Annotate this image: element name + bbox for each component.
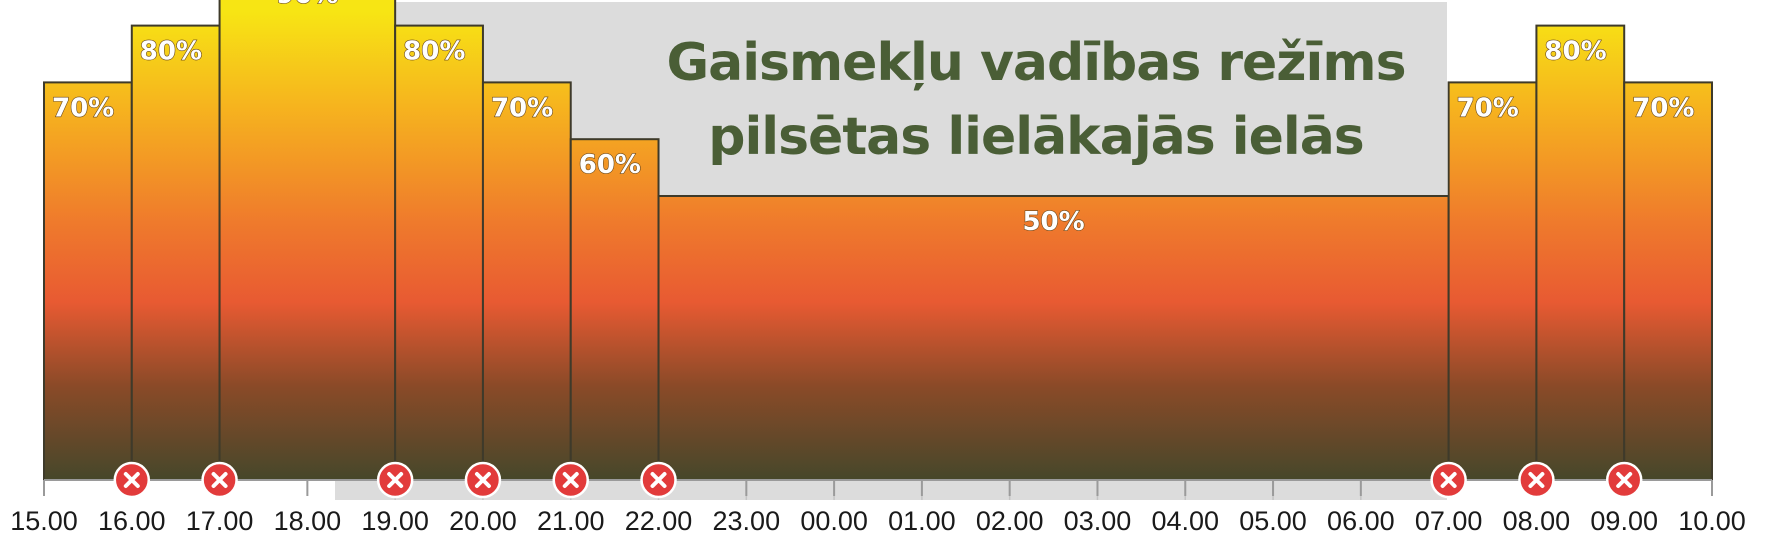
x-tick-label: 16.00 <box>98 506 166 536</box>
bar-value-label: 70% <box>1632 93 1694 123</box>
close-circle-icon <box>113 461 151 499</box>
close-circle-icon <box>640 461 677 499</box>
x-tick-label: 18.00 <box>274 506 342 536</box>
x-tick-label: 22.00 <box>625 506 693 536</box>
close-circle-icon <box>376 461 414 499</box>
bar-5 <box>481 81 572 482</box>
x-tick-label: 07.00 <box>1415 506 1483 536</box>
bar-value-label: 70% <box>491 93 553 123</box>
bar-1 <box>43 81 133 482</box>
x-tick-label: 04.00 <box>1151 506 1219 536</box>
x-tick-label: 06.00 <box>1327 506 1395 536</box>
x-tick-label: 09.00 <box>1590 506 1658 536</box>
x-tick-label: 19.00 <box>361 506 429 536</box>
x-tick-label: 23.00 <box>713 506 781 536</box>
close-circle-icon <box>1605 461 1643 499</box>
bar-6 <box>569 138 660 481</box>
x-tick-label: 21.00 <box>537 506 605 536</box>
bar-value-label: 80% <box>140 37 202 67</box>
bar-2 <box>130 24 221 481</box>
x-tick-label: 01.00 <box>888 506 956 536</box>
x-tick-label: 10.00 <box>1678 506 1746 536</box>
x-tick-label: 00.00 <box>800 506 868 536</box>
switch-markers-group <box>113 461 1643 499</box>
x-tick-label: 17.00 <box>186 506 254 536</box>
x-tick-label: 08.00 <box>1503 506 1571 536</box>
bar-value-label: 50% <box>1022 207 1084 237</box>
bar-value-label: 70% <box>1457 93 1519 123</box>
close-circle-icon <box>464 461 502 499</box>
chart-title-line-1: Gaismekļu vadības režīms <box>666 33 1405 93</box>
x-tick-label: 20.00 <box>449 506 517 536</box>
bar-value-label: 70% <box>52 93 114 123</box>
bar-9 <box>1535 24 1626 481</box>
x-tick-label: 03.00 <box>1064 506 1132 536</box>
bar-value-label: 80% <box>403 37 465 67</box>
x-tick-label: 02.00 <box>976 506 1044 536</box>
x-tick-label: 05.00 <box>1239 506 1307 536</box>
close-circle-icon <box>1430 461 1467 499</box>
bar-8 <box>1447 81 1538 482</box>
bar-value-label: 80% <box>1544 37 1606 67</box>
x-tick-labels-group: 15.00 16.00 17.00 18.00 19.00 20.00 21.00 22.00… <box>10 506 1746 536</box>
x-tick-label: 15.00 <box>10 506 78 536</box>
bar-7 <box>657 195 1450 481</box>
close-circle-icon <box>552 461 589 499</box>
close-circle-icon <box>1518 461 1555 499</box>
bar-4 <box>394 24 484 481</box>
bars-group <box>43 0 1714 482</box>
value-labels-group: 70% 80% 90% 80% 70% 60% 50% 70% 80% 70% <box>51 0 1695 238</box>
bar-10 <box>1623 81 1714 482</box>
close-circle-icon <box>201 461 238 499</box>
bar-3 <box>218 0 397 482</box>
bar-value-label: 60% <box>579 150 641 180</box>
chart-title-line-2: pilsētas lielākajās ielās <box>708 107 1364 167</box>
bar-value-label: 90% <box>276 0 338 10</box>
